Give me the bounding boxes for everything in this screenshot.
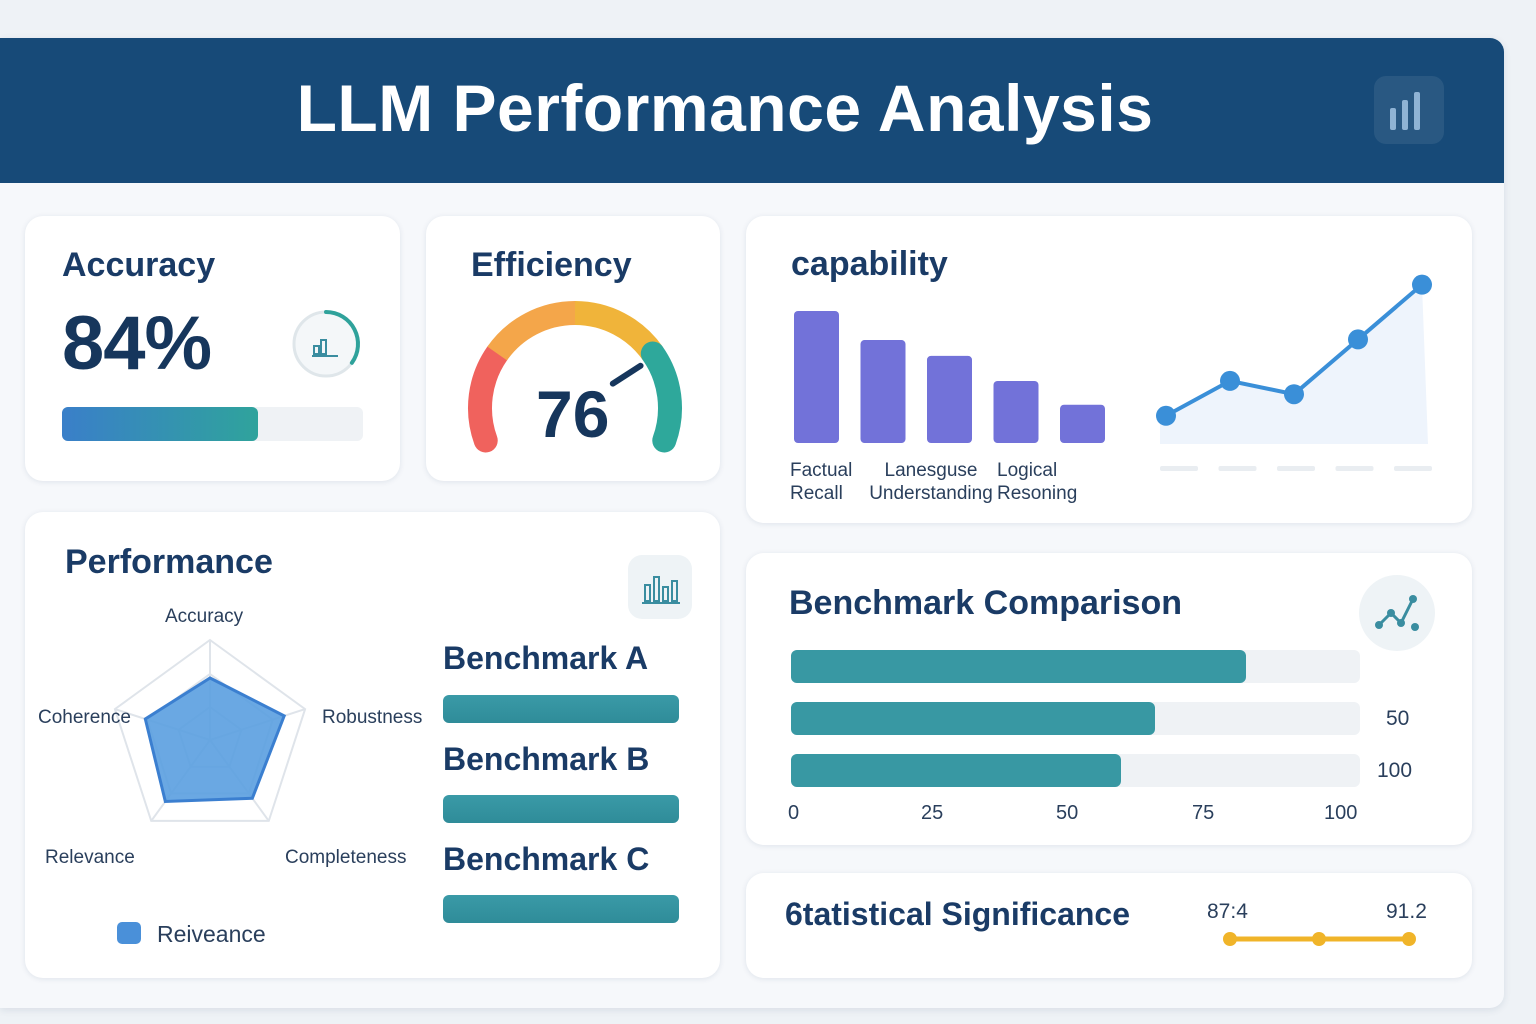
category-label-logical-reasoning: Logical Reѕoning bbox=[997, 460, 1078, 504]
performance-title: Performance bbox=[65, 543, 273, 581]
accuracy-value: 84% bbox=[62, 301, 212, 386]
comparison-tick-50: 50 bbox=[1056, 802, 1079, 824]
capability-title: capability bbox=[791, 245, 948, 283]
significance-title: 6tatistical Significance bbox=[785, 896, 1131, 932]
radar-axis-label-completeness: Completeness bbox=[285, 847, 407, 868]
benchmark-b-bar bbox=[443, 795, 679, 823]
capability-tick bbox=[1160, 466, 1198, 471]
capability-tick bbox=[1218, 466, 1257, 471]
gauge-segment bbox=[468, 341, 510, 453]
comparison-right-label-1: 50 bbox=[1386, 707, 1410, 730]
capability-point bbox=[1156, 405, 1176, 426]
radar-chart bbox=[113, 638, 307, 822]
capability-point bbox=[1284, 384, 1304, 405]
benchmark-comparison-card bbox=[746, 553, 1472, 845]
bar-chart-icon[interactable] bbox=[628, 555, 692, 619]
bar-chart-icon[interactable] bbox=[1374, 76, 1444, 144]
comparison-bar-2 bbox=[791, 702, 1156, 735]
accuracy-progress-track bbox=[62, 407, 363, 441]
significance-high-value: 91.2 bbox=[1386, 900, 1427, 923]
capability-line-chart bbox=[1156, 274, 1432, 471]
capability-bar bbox=[993, 380, 1039, 443]
gauge-segment bbox=[640, 341, 682, 453]
comparison-tick-25: 25 bbox=[921, 802, 944, 824]
benchmark-b-label: Benchmark B bbox=[443, 741, 650, 777]
gauge-segment bbox=[487, 301, 576, 361]
capability-tick bbox=[1277, 466, 1315, 471]
scatter-trend-icon[interactable] bbox=[1359, 575, 1435, 651]
benchmark-comparison-title: Benchmark Comparison bbox=[789, 584, 1182, 622]
benchmark-a-bar bbox=[443, 695, 679, 723]
capability-point bbox=[1220, 370, 1240, 391]
capability-bar bbox=[860, 340, 906, 443]
comparison-bar-3 bbox=[791, 754, 1122, 787]
category-label-language-understanding: Lanesguse Understanding bbox=[869, 460, 993, 504]
benchmark-c-bar bbox=[443, 895, 679, 923]
capability-bar-chart bbox=[794, 311, 1105, 443]
comparison-bar-1 bbox=[791, 650, 1247, 683]
capability-bar bbox=[1060, 404, 1105, 443]
radar-axis-label-relevance: Relevance bbox=[45, 847, 135, 868]
radar-axis-label-accuracy: Accuracy bbox=[165, 606, 244, 627]
comparison-track-1 bbox=[791, 650, 1360, 683]
comparison-track-3 bbox=[791, 754, 1360, 787]
radar-axis-label-robustness: Robustness bbox=[322, 707, 423, 728]
legend-label: Reiveance bbox=[157, 921, 266, 947]
gauge-segment bbox=[574, 301, 663, 361]
accuracy-title: Accuracy bbox=[62, 246, 216, 284]
radar-axis-label-coherence: Coherence bbox=[38, 707, 131, 728]
page-title: LLM Performance Analysis bbox=[296, 71, 1154, 145]
legend-swatch bbox=[117, 922, 141, 944]
capability-point bbox=[1412, 274, 1432, 295]
efficiency-value: 76 bbox=[536, 377, 610, 451]
capability-bar bbox=[927, 355, 972, 443]
capability-tick bbox=[1394, 466, 1432, 471]
capability-bar bbox=[794, 311, 839, 443]
benchmark-a-label: Benchmark A bbox=[443, 640, 649, 676]
comparison-right-label-2: 100 bbox=[1377, 759, 1413, 782]
significance-card bbox=[746, 873, 1472, 978]
radar-grid-ring bbox=[113, 638, 307, 822]
comparison-track-2 bbox=[791, 702, 1360, 735]
header-bar bbox=[0, 38, 1504, 183]
category-label-factual-recall: Factual Recall bbox=[790, 460, 853, 504]
comparison-tick-100: 100 bbox=[1324, 802, 1358, 824]
comparison-tick-75: 75 bbox=[1192, 802, 1215, 824]
mini-bar-chart-icon[interactable] bbox=[290, 310, 362, 382]
benchmark-c-label: Benchmark C bbox=[443, 841, 650, 877]
efficiency-title: Efficiency bbox=[471, 246, 632, 284]
comparison-tick-0: 0 bbox=[788, 802, 800, 824]
significance-low-value: 87:4 bbox=[1207, 900, 1248, 923]
efficiency-gauge bbox=[468, 301, 682, 453]
significance-interval bbox=[1223, 932, 1416, 946]
capability-tick bbox=[1335, 466, 1374, 471]
capability-point bbox=[1348, 329, 1368, 350]
accuracy-progress-fill bbox=[62, 407, 258, 441]
